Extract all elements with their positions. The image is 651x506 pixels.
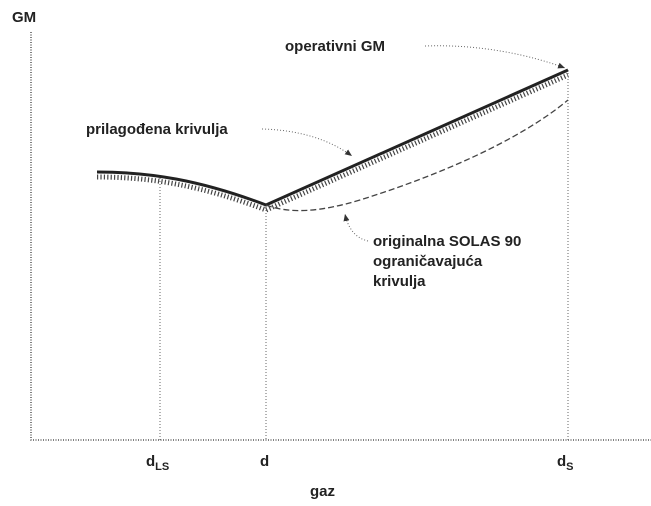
annotation: prilagođena krivulja [86, 121, 228, 138]
x-mark-main: d [260, 453, 269, 470]
adjusted-curve [96, 68, 569, 207]
annotation: originalna SOLAS 90 [373, 233, 521, 250]
leader [261, 128, 353, 157]
original-curve [265, 99, 569, 212]
leader [343, 213, 369, 242]
annotation: krivulja [373, 273, 426, 290]
hatching [96, 72, 570, 213]
axes [30, 32, 651, 441]
annotation: ograničavajuća [373, 253, 483, 270]
x-mark: dLS [146, 453, 169, 473]
x-mark-sub: LS [155, 461, 169, 473]
annotation: operativni GM [285, 38, 385, 55]
x-mark-main: d [146, 453, 155, 470]
leader [424, 45, 566, 69]
x-mark-main: d [557, 453, 566, 470]
x-mark: d [260, 453, 269, 470]
y-axis-label: GM [12, 9, 36, 26]
x-mark: dS [557, 453, 574, 473]
x-axis-label: gaz [310, 483, 335, 500]
x-mark-sub: S [566, 461, 573, 473]
